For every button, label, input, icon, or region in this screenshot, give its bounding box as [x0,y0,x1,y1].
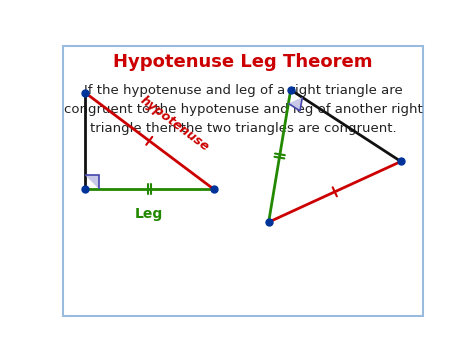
Text: hypotenuse: hypotenuse [138,94,212,154]
FancyBboxPatch shape [63,46,423,316]
Text: Hypotenuse Leg Theorem: Hypotenuse Leg Theorem [113,53,373,71]
Polygon shape [85,175,99,189]
Polygon shape [288,97,302,111]
Text: If the hypotenuse and leg of a right triangle are
congruent to the hypotenuse an: If the hypotenuse and leg of a right tri… [64,84,422,135]
Text: Leg: Leg [135,207,164,221]
